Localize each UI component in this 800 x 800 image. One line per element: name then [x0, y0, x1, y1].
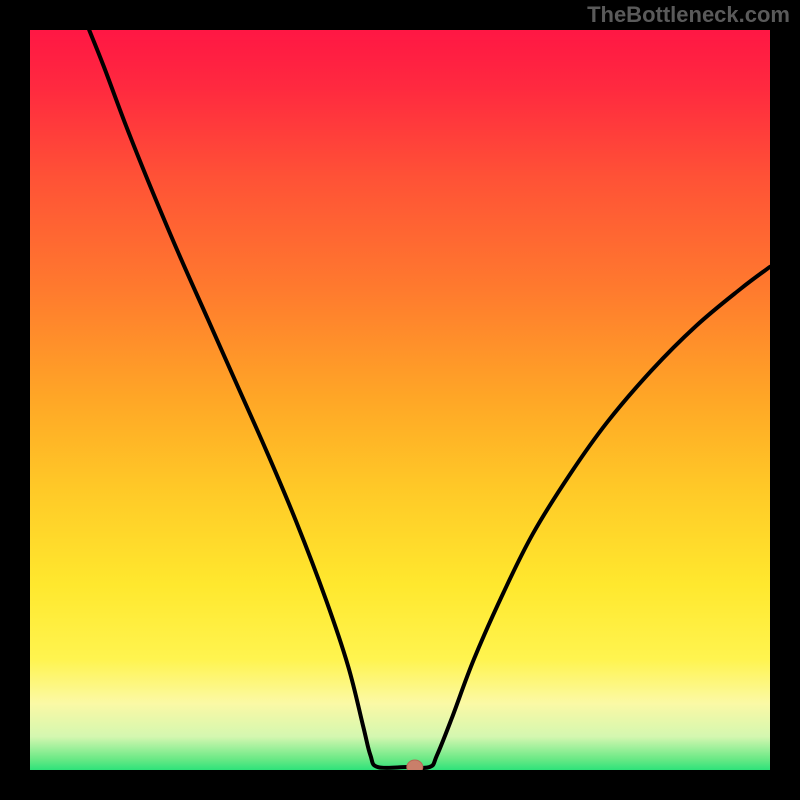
- chart-stage: TheBottleneck.com: [0, 0, 800, 800]
- plot-background: [30, 30, 770, 770]
- bottleneck-chart-svg: [0, 0, 800, 800]
